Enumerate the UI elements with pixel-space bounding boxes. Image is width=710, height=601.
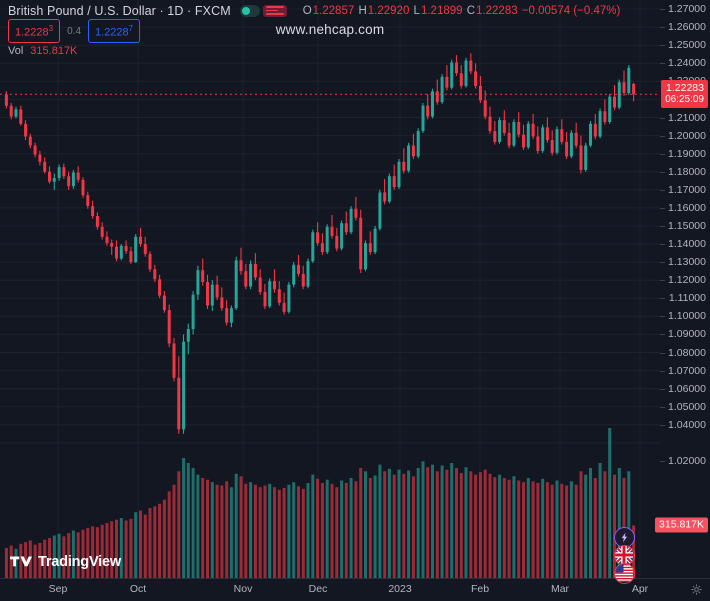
current-price-value: 1.22283 — [666, 82, 704, 95]
price-tick-dash — [660, 153, 665, 155]
tradingview-mark-icon — [10, 556, 32, 567]
price-tick-dash — [660, 117, 665, 119]
price-tick-dash — [660, 171, 665, 173]
chart-plot-area[interactable] — [0, 0, 660, 578]
price-tick-label: 1.21000 — [668, 111, 706, 124]
price-tick-label: 1.17000 — [668, 183, 706, 196]
price-tick-label: 1.11000 — [668, 292, 706, 305]
price-tick-label: 1.20000 — [668, 129, 706, 142]
price-tick-label: 1.13000 — [668, 256, 706, 269]
time-tick-label: Nov — [233, 583, 253, 595]
price-tick-label: 1.15000 — [668, 219, 706, 232]
price-tick-dash — [660, 460, 665, 462]
gear-icon[interactable] — [691, 584, 702, 595]
price-tick-label: 1.18000 — [668, 165, 706, 178]
price-tick-dash — [660, 280, 665, 282]
price-tick-label: 1.12000 — [668, 274, 706, 287]
time-tick-label: 2023 — [388, 583, 412, 595]
time-tick-label: Mar — [550, 583, 570, 595]
volume-price-label[interactable]: 315.817K — [655, 517, 708, 533]
price-tick-label: 1.19000 — [668, 147, 706, 160]
volume-bars — [4, 428, 636, 578]
price-tick-label: 1.04000 — [668, 418, 706, 431]
time-tick-label: Dec — [308, 583, 328, 595]
price-tick-label: 1.10000 — [668, 310, 706, 323]
time-tick-label: Sep — [48, 583, 68, 595]
price-tick-label: 1.06000 — [668, 382, 706, 395]
price-tick-dash — [660, 225, 665, 227]
price-axis[interactable]: 1.270001.260001.250001.240001.230001.210… — [655, 0, 710, 578]
price-tick-dash — [660, 352, 665, 354]
tradingview-logo[interactable]: TradingView — [10, 554, 121, 570]
price-tick-dash — [660, 334, 665, 336]
price-tick-dash — [660, 207, 665, 209]
price-tick-label: 1.08000 — [668, 346, 706, 359]
price-tick-label: 1.27000 — [668, 3, 706, 16]
price-tick-label: 1.02000 — [668, 454, 706, 467]
price-tick-dash — [660, 189, 665, 191]
current-price-timer: 06:25:09 — [665, 94, 704, 106]
candlestick-canvas[interactable] — [0, 0, 660, 578]
time-tick-label: Oct — [129, 583, 147, 595]
price-tick-label: 1.05000 — [668, 400, 706, 413]
time-tick-label: Apr — [631, 583, 649, 595]
price-tick-dash — [660, 135, 665, 137]
price-tick-dash — [660, 370, 665, 372]
current-price-label[interactable]: 1.22283 06:25:09 — [661, 80, 708, 109]
price-tick-dash — [660, 388, 665, 390]
price-tick-label: 1.26000 — [668, 21, 706, 34]
price-tick-dash — [660, 406, 665, 408]
tradingview-wordmark: TradingView — [38, 554, 121, 570]
price-tick-dash — [660, 298, 665, 300]
price-tick-label: 1.07000 — [668, 364, 706, 377]
price-tick-label: 1.25000 — [668, 39, 706, 52]
price-tick-label: 1.16000 — [668, 201, 706, 214]
us-flag-icon[interactable] — [614, 563, 635, 584]
time-tick-label: Feb — [470, 583, 490, 595]
price-tick-dash — [660, 424, 665, 426]
price-tick-dash — [660, 27, 665, 29]
price-tick-dash — [660, 45, 665, 47]
uk-flag-icon[interactable] — [614, 545, 635, 566]
price-tick-label: 1.14000 — [668, 238, 706, 251]
price-tick-dash — [660, 262, 665, 264]
candles — [4, 53, 636, 434]
price-tick-dash — [660, 316, 665, 318]
price-tick-label: 1.24000 — [668, 57, 706, 70]
price-tick-label: 1.09000 — [668, 328, 706, 341]
price-tick-dash — [660, 63, 665, 65]
price-tick-dash — [660, 244, 665, 246]
time-axis[interactable]: Sep Oct Nov Dec 2023 Feb Mar Apr — [0, 578, 710, 601]
price-tick-dash — [660, 9, 665, 11]
